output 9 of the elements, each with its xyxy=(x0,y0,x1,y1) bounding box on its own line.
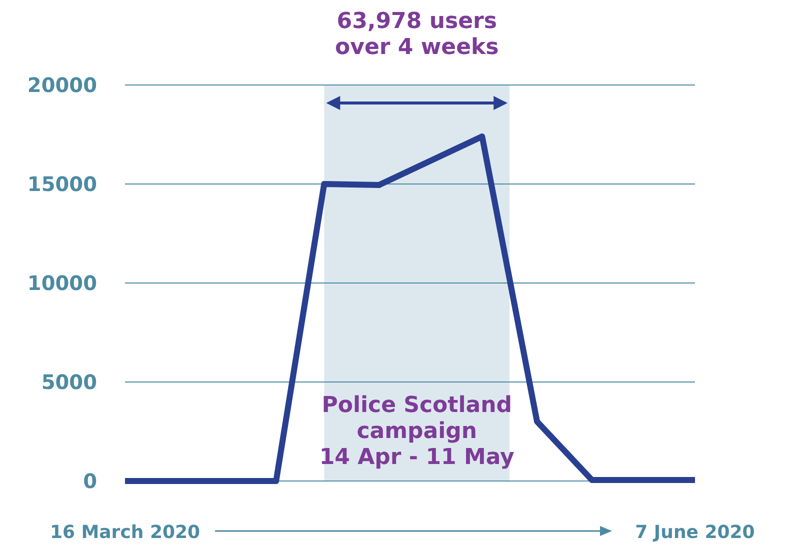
text: 63,978 users over 4 weeks xyxy=(334,9,499,60)
x-tick-label: 7 June 2020 xyxy=(635,522,755,543)
y-tick-label: 0 xyxy=(83,469,97,493)
y-tick-label: 10000 xyxy=(27,271,97,295)
x-tick-label: 16 March 2020 xyxy=(50,522,200,543)
band-label: Police Scotland campaign 14 Apr - 11 May xyxy=(319,393,514,470)
y-tick-label: 20000 xyxy=(27,73,97,97)
y-tick-label: 15000 xyxy=(27,172,97,196)
y-tick-label: 5000 xyxy=(41,370,97,394)
